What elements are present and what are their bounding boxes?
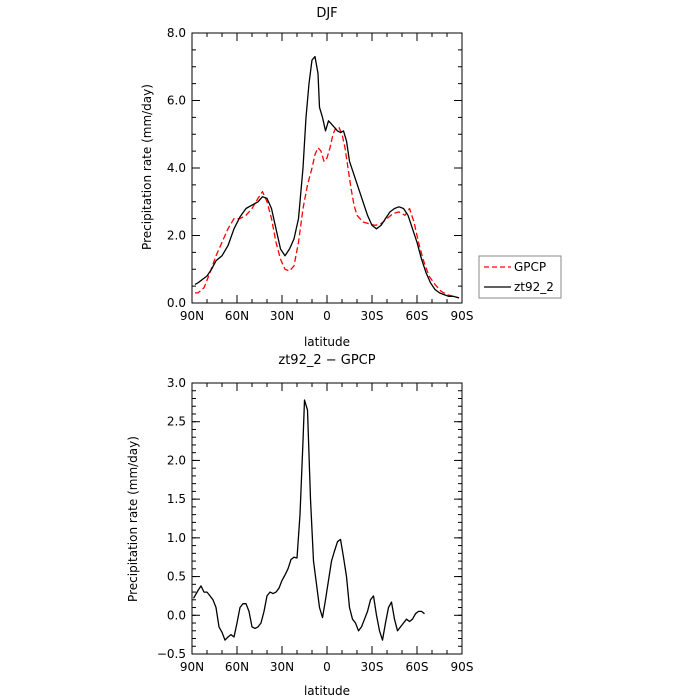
bottom-x-tick-label: 60N: [225, 660, 249, 674]
bottom-y-tick-label: 3.0: [167, 376, 186, 390]
bottom-y-tick-label: 2.0: [167, 453, 186, 467]
bottom-xlabel: latitude: [304, 684, 350, 698]
legend: GPCP zt92_2: [478, 255, 562, 299]
bottom-title: zt92_2 − GPCP: [278, 353, 375, 368]
top-title: DJF: [316, 6, 337, 21]
bottom-x-tick-label: 90S: [451, 660, 474, 674]
bottom-plot-area: 90N 60N 30N 0 30S 60S 90S −0.5 0.0 0.5 1.0 1.5 2.0 2.…: [157, 376, 474, 674]
bottom-ylabel-group: Precipitation rate (mm/day): [126, 436, 140, 602]
bottom-y-tick-label: 1.5: [167, 492, 186, 506]
top-x-tick-label: 90N: [180, 309, 204, 323]
top-y-tick-label: 4.0: [167, 161, 186, 175]
bottom-y-tick-label: 1.0: [167, 531, 186, 545]
bottom-y-tick-label: 2.5: [167, 415, 186, 429]
top-x-tick-label: 60S: [406, 309, 429, 323]
top-ylabel: Precipitation rate (mm/day): [140, 84, 154, 250]
legend-box: [478, 255, 562, 299]
top-xlabel: latitude: [304, 335, 350, 349]
top-x-tick-label: 30N: [270, 309, 294, 323]
bottom-x-tick-label: 90N: [180, 660, 204, 674]
top-y-tick-label: 8.0: [167, 26, 186, 40]
bottom-x-tick-label: 30S: [361, 660, 384, 674]
bottom-y-tick-label: 0.5: [167, 570, 186, 584]
top-plot-area: 90N 60N 30N 0 30S 60S 90S 0.0 2.0 4.0 6.0 8.0: [167, 26, 474, 323]
top-y-tick-label: 2.0: [167, 229, 186, 243]
bottom-y-tick-label: −0.5: [157, 647, 186, 661]
bottom-x-tick-label: 30N: [270, 660, 294, 674]
panel-top: DJF Precipitation rate (mm/day) latitude…: [140, 6, 562, 349]
top-ylabel-group: Precipitation rate (mm/day): [140, 84, 154, 250]
top-x-tick-label: 30S: [361, 309, 384, 323]
panel-bottom: zt92_2 − GPCP Precipitation rate (mm/day…: [126, 353, 473, 698]
bottom-x-tick-label: 0: [323, 660, 331, 674]
bottom-frame: [191, 382, 463, 655]
top-y-tick-label: 6.0: [167, 94, 186, 108]
bottom-x-tick-label: 60S: [406, 660, 429, 674]
top-frame: [191, 32, 463, 304]
bottom-ylabel: Precipitation rate (mm/day): [126, 436, 140, 602]
top-series-zt92-2: [194, 55, 460, 299]
top-x-tick-label: 90S: [451, 309, 474, 323]
top-x-tick-label: 0: [323, 309, 331, 323]
bottom-series-line-0: [192, 399, 425, 641]
legend-gpcp-label: GPCP: [514, 260, 546, 274]
top-series-gpcp: [195, 126, 460, 299]
top-y-tick-label: 0.0: [167, 296, 186, 310]
bottom-y-tick-label: 0.0: [167, 608, 186, 622]
legend-zt92-label: zt92_2: [514, 280, 554, 294]
top-x-tick-label: 60N: [225, 309, 249, 323]
